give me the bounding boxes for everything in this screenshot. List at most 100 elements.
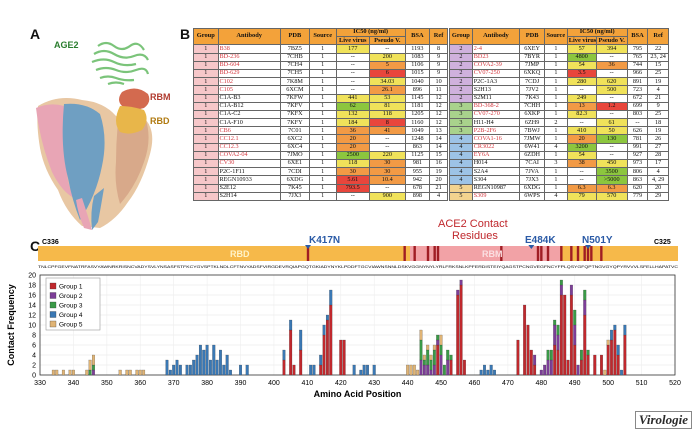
table-row: 2 S2H13 7JV2 1 -- 500 723 4 [449, 85, 669, 95]
y-tick-label: 6 [32, 343, 36, 350]
bar-group-4 [178, 364, 182, 376]
bar-group-1 [579, 359, 583, 376]
bar-group-1 [533, 364, 537, 376]
bar-group-4 [202, 349, 206, 376]
bar-group-2 [419, 359, 423, 376]
cell-pdb: 6XE1 [279, 158, 310, 169]
cell-pdb: 7KFX [279, 109, 310, 120]
x-tick-label: 500 [602, 380, 614, 387]
seq-start-label: C336 [42, 239, 59, 246]
col-bsa-r: BSA [626, 27, 649, 46]
cell-group: 1 [193, 52, 219, 62]
cell-ref: 14 [429, 134, 448, 144]
x-tick-label: 430 [368, 380, 380, 387]
cell-bsa: 1083 [404, 52, 431, 62]
cell-pseudo: -- [595, 109, 628, 120]
cell-live-virus: 3200 [566, 142, 597, 152]
table-row: 4 S2A4 7JVA 1 -- 3500 806 4 [449, 167, 669, 177]
cell-source: 1 [308, 191, 337, 201]
cell-pseudo: 50 [595, 126, 628, 136]
cell-live-virus: 177 [335, 44, 370, 54]
y-tick-label: 0 [32, 373, 36, 380]
cell-source: 1 [308, 158, 337, 169]
cell-pseudo: -- [368, 142, 406, 152]
ace2-contact-residue-mark [576, 246, 580, 261]
x-tick-label: 520 [669, 380, 681, 387]
cell-bsa: 744 [626, 60, 649, 70]
cell-pseudo: -- [368, 134, 406, 144]
cell-live-virus: -- [566, 167, 597, 177]
table-row: 4 EY6A 6ZDH 1 54 -- 927 28 [449, 150, 669, 161]
legend-label: Group 1 [59, 284, 83, 291]
cell-ref: 9 [429, 68, 448, 79]
x-tick-label: 390 [235, 380, 247, 387]
cell-antibody: C1A-F10 [217, 118, 281, 128]
cell-antibody: CV07-270 [471, 109, 521, 120]
table-row: 1 C1A-C2 7KFX 1 132 118 1205 12 [193, 109, 448, 120]
cell-group: 3 [449, 118, 473, 128]
bar-group-2 [92, 369, 95, 376]
bar-group-2 [456, 289, 460, 296]
rbd-band-label: RBD [230, 249, 250, 259]
cell-ref: 15 [647, 60, 669, 70]
x-tick-label: 350 [101, 380, 113, 387]
cell-bsa: 1160 [404, 118, 431, 128]
bar-group-1 [616, 354, 620, 376]
bar-group-5 [51, 369, 55, 376]
cell-antibody: BD-604 [217, 60, 281, 70]
ace2-contact-residue-mark [436, 246, 440, 261]
cell-pdb: 7K45 [279, 183, 310, 193]
cell-pseudo: 8 [368, 118, 406, 128]
y-tick-label: 2 [32, 363, 36, 370]
cell-source: 1 [308, 68, 337, 79]
cell-antibody: S2E12 [217, 183, 281, 193]
cell-antibody: S304 [471, 175, 521, 185]
cell-source: 1 [544, 68, 568, 79]
table-row: 1 C102 7K8M 1 -- 34.03 1040 10 [193, 77, 448, 87]
cell-bsa: 1125 [404, 150, 431, 161]
bar-group-1 [449, 359, 453, 376]
cell-group: 3 [449, 126, 473, 136]
cell-pdb: 7CDJ [519, 77, 545, 87]
cell-group: 1 [193, 134, 219, 144]
cell-ref: 16 [429, 158, 448, 169]
cell-antibody: BD-236 [217, 52, 281, 62]
col-ic50: IC50 (ng/ml) [335, 27, 406, 38]
x-tick-label: 460 [469, 380, 481, 387]
x-tick-label: 380 [201, 380, 213, 387]
amino-acid-sequence: TNLCPFGEVFNATRFASVYAWNRKRISNCVADYSVLYNSA… [38, 265, 679, 269]
cell-ref: 19 [647, 77, 669, 87]
cell-ref: 4 [647, 167, 669, 177]
ace2-contact-residue-mark [600, 246, 603, 261]
cell-pseudo: 570 [595, 191, 628, 201]
cell-pseudo: 118 [368, 109, 406, 120]
bar-group-1 [553, 344, 557, 376]
cell-bsa: 803 [626, 109, 649, 120]
cell-source: 1 [308, 142, 337, 152]
cell-group: 1 [193, 60, 219, 70]
bar-group-2 [533, 354, 537, 366]
bar-group-1 [556, 349, 560, 376]
rbm-band [410, 246, 560, 261]
bar-group-4 [312, 364, 316, 376]
cell-bsa: 765 [626, 52, 649, 62]
mutation-marker [528, 245, 535, 249]
bar-group-2 [446, 359, 450, 376]
bar-group-1 [526, 324, 530, 376]
table-row: 1 C1A-F10 7KFY 1 184 8 1160 12 [193, 118, 448, 128]
bar-group-5 [429, 354, 433, 361]
bar-group-4 [209, 359, 212, 376]
cell-live-virus: -- [335, 85, 370, 95]
bar-group-2 [432, 364, 436, 376]
table-row: 1 CB6 7C01 1 36 41 1049 13 [193, 126, 448, 136]
y-tick-label: 14 [28, 303, 36, 310]
bar-group-3 [586, 349, 590, 356]
cell-source: 1 [308, 183, 337, 193]
bar-group-2 [459, 279, 463, 286]
cell-pseudo: 26.1 [368, 85, 406, 95]
table-row: 2 CV07-250 6XKQ 1 3.5 -- 966 25 [449, 68, 669, 79]
cell-source: 1 [308, 77, 337, 87]
rbm-band-label: RBM [482, 249, 503, 259]
cell-source: 1 [308, 44, 337, 54]
bar-group-3 [553, 319, 557, 326]
